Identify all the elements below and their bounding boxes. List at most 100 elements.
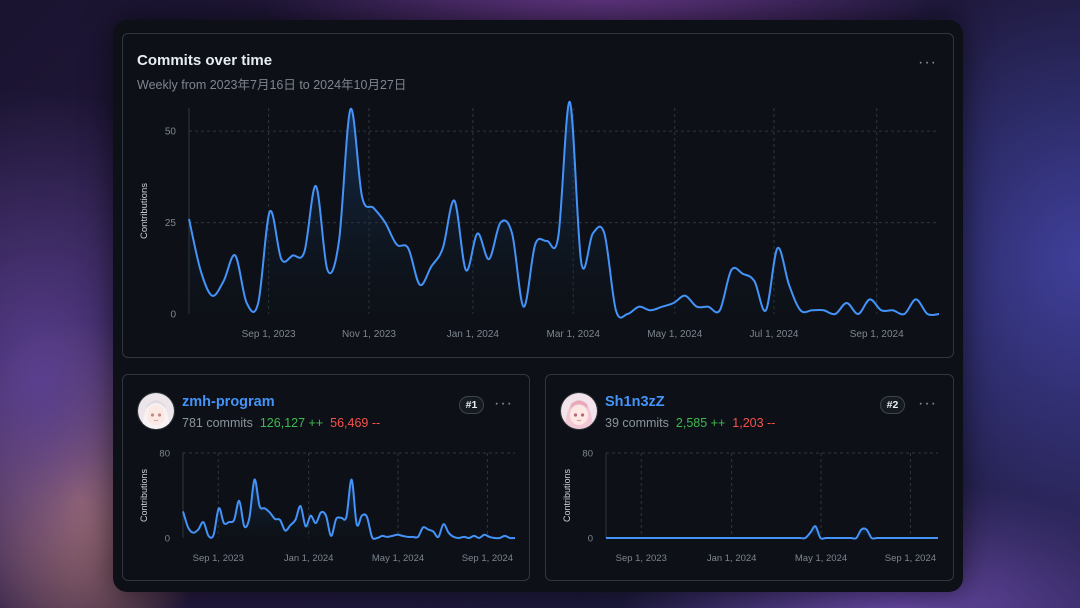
data-point[interactable] <box>544 238 549 243</box>
data-point[interactable] <box>604 536 609 541</box>
data-point[interactable] <box>884 536 889 541</box>
data-point[interactable] <box>360 195 365 200</box>
data-point[interactable] <box>839 536 844 541</box>
data-point[interactable] <box>498 220 503 225</box>
data-point[interactable] <box>936 536 941 541</box>
data-point[interactable] <box>655 536 660 541</box>
data-point[interactable] <box>833 312 838 317</box>
data-point[interactable] <box>507 536 512 541</box>
data-point[interactable] <box>614 536 619 541</box>
data-point[interactable] <box>867 297 872 302</box>
data-point[interactable] <box>329 533 334 538</box>
data-point[interactable] <box>740 271 745 276</box>
data-point[interactable] <box>416 534 421 539</box>
data-point[interactable] <box>303 524 308 529</box>
data-point[interactable] <box>648 308 653 313</box>
data-point[interactable] <box>634 536 639 541</box>
data-point[interactable] <box>211 532 216 537</box>
data-point[interactable] <box>803 536 808 541</box>
data-point[interactable] <box>395 532 400 537</box>
data-point[interactable] <box>680 536 685 541</box>
data-point[interactable] <box>390 533 395 538</box>
data-point[interactable] <box>406 246 411 251</box>
data-point[interactable] <box>233 253 238 258</box>
data-point[interactable] <box>252 477 257 482</box>
data-point[interactable] <box>278 517 283 522</box>
data-point[interactable] <box>675 536 680 541</box>
data-point[interactable] <box>767 536 772 541</box>
data-point[interactable] <box>854 536 859 541</box>
data-point[interactable] <box>359 513 364 518</box>
data-point[interactable] <box>856 312 861 317</box>
data-point[interactable] <box>782 536 787 541</box>
data-point[interactable] <box>313 184 318 189</box>
data-point[interactable] <box>910 536 915 541</box>
data-point[interactable] <box>472 533 477 538</box>
data-point[interactable] <box>915 536 920 541</box>
commit-count[interactable]: 781 commits <box>182 416 253 430</box>
data-point[interactable] <box>747 536 752 541</box>
data-point[interactable] <box>711 536 716 541</box>
more-options-icon[interactable]: ··· <box>494 395 513 412</box>
data-point[interactable] <box>497 536 502 541</box>
data-point[interactable] <box>590 231 595 236</box>
data-point[interactable] <box>920 536 925 541</box>
data-point[interactable] <box>244 301 249 306</box>
data-point[interactable] <box>717 308 722 313</box>
data-point[interactable] <box>810 308 815 313</box>
data-point[interactable] <box>288 523 293 528</box>
data-point[interactable] <box>874 536 879 541</box>
data-point[interactable] <box>609 536 614 541</box>
data-point[interactable] <box>890 536 895 541</box>
data-point[interactable] <box>283 528 288 533</box>
data-point[interactable] <box>731 536 736 541</box>
data-point[interactable] <box>440 246 445 251</box>
data-point[interactable] <box>602 231 607 236</box>
data-point[interactable] <box>864 527 869 532</box>
data-point[interactable] <box>695 536 700 541</box>
data-point[interactable] <box>813 524 818 529</box>
data-point[interactable] <box>302 249 307 254</box>
data-point[interactable] <box>900 536 905 541</box>
data-point[interactable] <box>370 534 375 539</box>
data-point[interactable] <box>417 282 422 287</box>
data-point[interactable] <box>619 536 624 541</box>
data-point[interactable] <box>421 525 426 530</box>
data-point[interactable] <box>446 530 451 535</box>
data-point[interactable] <box>394 242 399 247</box>
data-point[interactable] <box>410 534 415 539</box>
data-point[interactable] <box>293 517 298 522</box>
data-point[interactable] <box>431 529 436 534</box>
data-point[interactable] <box>757 536 762 541</box>
data-point[interactable] <box>844 536 849 541</box>
data-point[interactable] <box>436 534 441 539</box>
data-point[interactable] <box>475 231 480 236</box>
data-point[interactable] <box>726 536 731 541</box>
data-point[interactable] <box>502 533 507 538</box>
data-point[interactable] <box>650 536 655 541</box>
contributor-name[interactable]: Sh1n3zZ <box>605 394 665 410</box>
data-point[interactable] <box>186 525 191 530</box>
data-point[interactable] <box>808 530 813 535</box>
data-point[interactable] <box>690 536 695 541</box>
data-point[interactable] <box>533 242 538 247</box>
data-point[interactable] <box>665 536 670 541</box>
data-point[interactable] <box>787 536 792 541</box>
data-point[interactable] <box>937 312 942 317</box>
data-point[interactable] <box>772 536 777 541</box>
data-point[interactable] <box>818 536 823 541</box>
data-point[interactable] <box>279 257 284 262</box>
data-point[interactable] <box>337 238 342 243</box>
data-point[interactable] <box>644 536 649 541</box>
data-point[interactable] <box>257 504 262 509</box>
contributor-name[interactable]: zmh-program <box>182 394 275 410</box>
data-point[interactable] <box>763 308 768 313</box>
data-point[interactable] <box>344 514 349 519</box>
data-point[interactable] <box>821 308 826 313</box>
data-point[interactable] <box>256 301 261 306</box>
data-point[interactable] <box>375 536 380 541</box>
data-point[interactable] <box>513 536 518 541</box>
data-point[interactable] <box>467 536 472 541</box>
data-point[interactable] <box>339 515 344 520</box>
data-point[interactable] <box>637 304 642 309</box>
